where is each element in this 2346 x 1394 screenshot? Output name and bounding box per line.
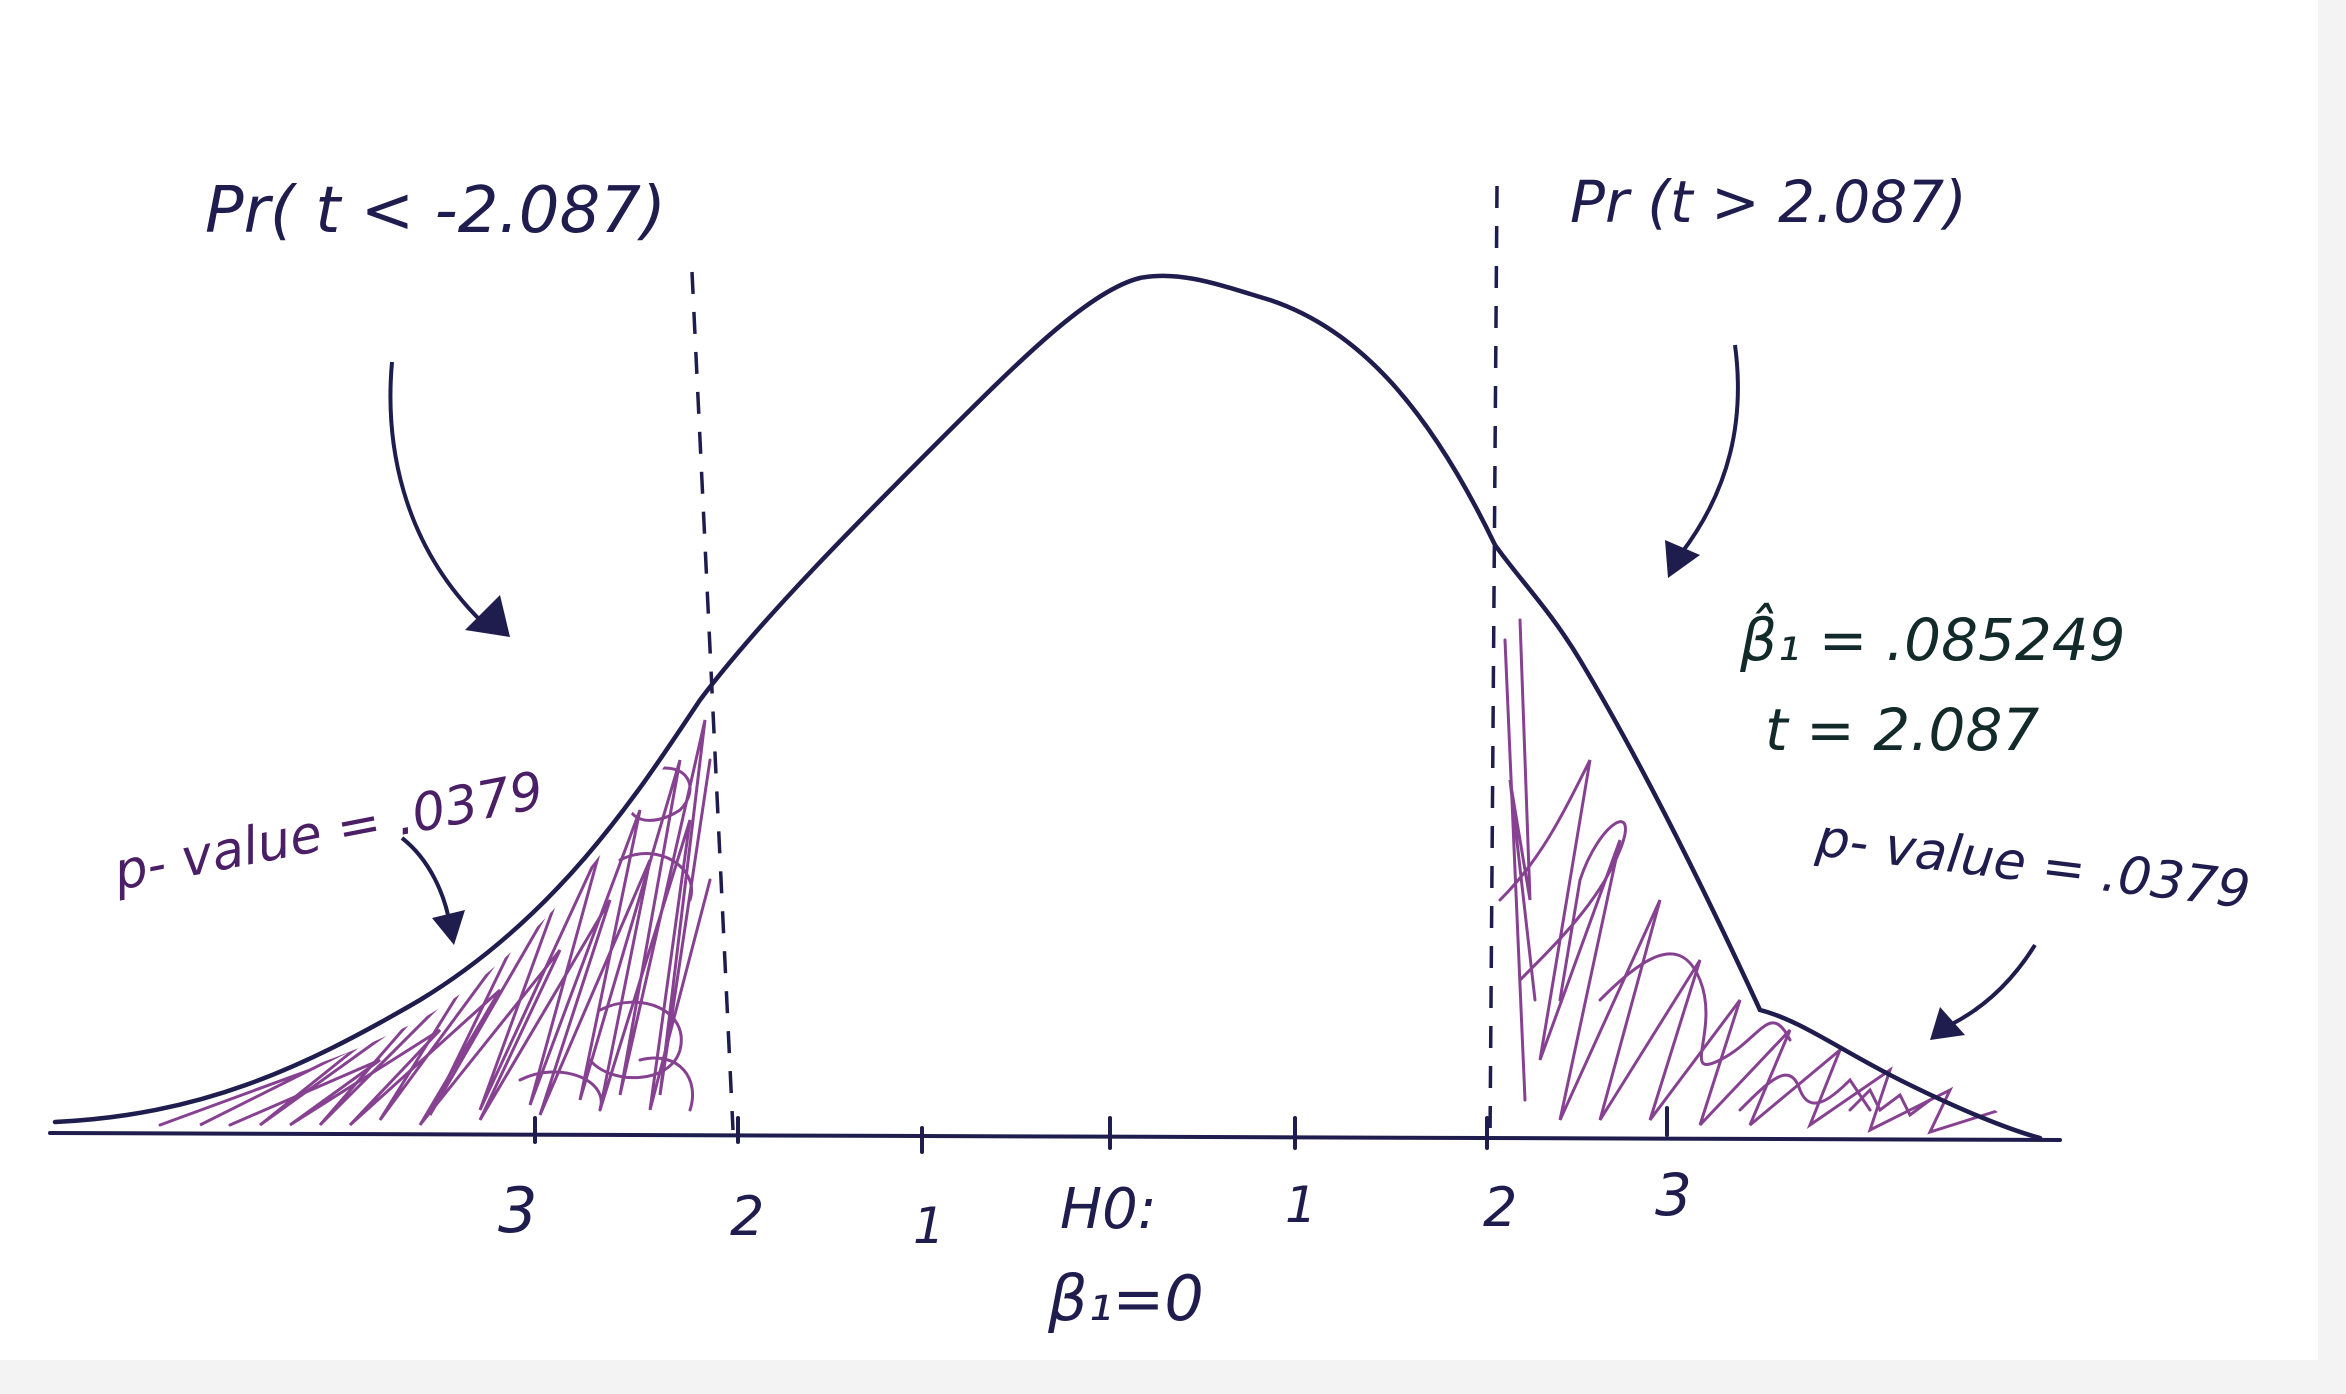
right-probability-label: Pr (t > 2.087) bbox=[1570, 168, 1967, 236]
tick-label-neg-3: 3 bbox=[498, 1174, 537, 1247]
axis-ticks bbox=[533, 1106, 1669, 1154]
left-tail-shading bbox=[158, 719, 712, 1127]
beta-hat-label: β̂₁ = .085249 bbox=[1739, 602, 2126, 674]
tick-label-neg-1: 1 bbox=[913, 1197, 945, 1255]
bottom-border bbox=[0, 1360, 2346, 1394]
right-pvalue-arrow bbox=[1930, 943, 2037, 1040]
right-prob-arrow bbox=[1665, 344, 1740, 578]
right-border bbox=[2318, 0, 2346, 1394]
tick-label-neg-2: 2 bbox=[730, 1185, 764, 1248]
t-statistic-label: t = 2.087 bbox=[1765, 696, 2039, 764]
right-tail-shading bbox=[1498, 618, 2002, 1135]
left-pvalue-arrow bbox=[400, 836, 465, 945]
tick-label-pos-3: 3 bbox=[1655, 1161, 1692, 1229]
left-prob-arrow bbox=[388, 361, 510, 637]
null-hypothesis-label: β₁=0 bbox=[1047, 1262, 1204, 1335]
bell-curve bbox=[52, 273, 2043, 1141]
tick-label-pos-2: 2 bbox=[1483, 1176, 1517, 1239]
tick-label-pos-1: 1 bbox=[1285, 1176, 1317, 1234]
left-probability-label: Pr( t < -2.087) bbox=[205, 174, 666, 248]
x-axis-line bbox=[48, 1131, 2062, 1142]
h0-label: H0: bbox=[1060, 1177, 1157, 1242]
right-pvalue-label: p- value = .0379 bbox=[1812, 808, 2253, 921]
left-pvalue-label: p- value = .0379 bbox=[108, 761, 548, 903]
right-critical-line bbox=[1488, 185, 1499, 1141]
